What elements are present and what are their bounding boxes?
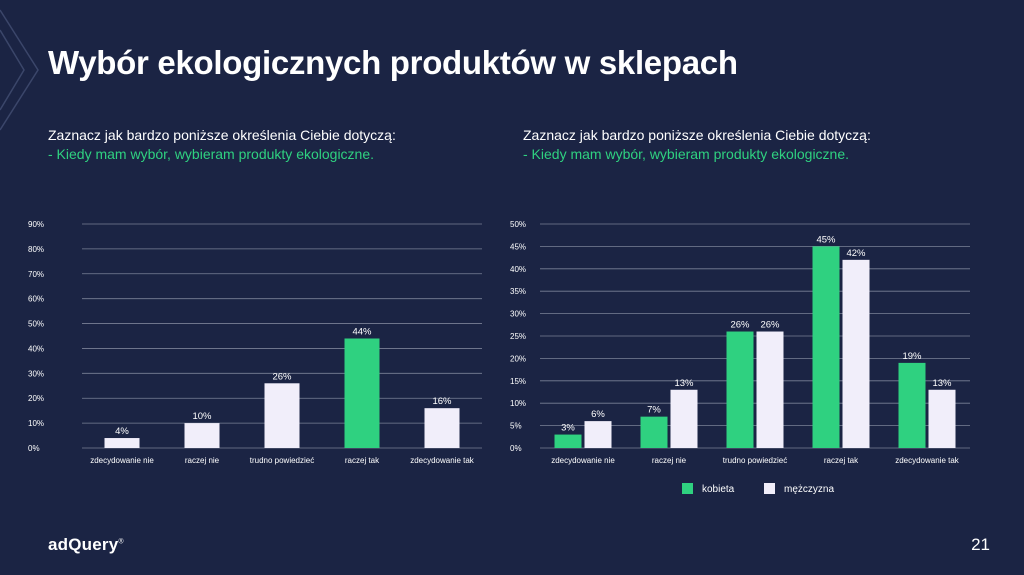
chart-2-y-tick: 10% xyxy=(510,399,526,408)
chart-2-y-tick: 40% xyxy=(510,265,526,274)
chart-1-y-tick: 50% xyxy=(28,320,44,329)
chart-1-y-tick: 30% xyxy=(28,369,44,378)
chart-2-bar-m-czyzna-raczej-tak xyxy=(842,259,870,448)
chart-1-y-tick: 80% xyxy=(28,245,44,254)
chart-2-legend-swatch-kobieta xyxy=(682,483,693,494)
chart-2-legend-label: kobieta xyxy=(702,484,735,495)
chart-2-bar-m-czyzna-zdecydowanie-tak xyxy=(928,389,956,448)
chart-2-data-label: 42% xyxy=(846,248,866,259)
chart-2-data-label: 13% xyxy=(932,378,952,389)
chart-2-data-label: 45% xyxy=(816,234,836,245)
chart-2-y-tick: 5% xyxy=(510,422,522,431)
chart-2-category-label: raczej nie xyxy=(652,456,687,465)
chart-1-statement: - Kiedy mam wybór, wybieram produkty eko… xyxy=(48,146,375,162)
chart-1-y-tick: 60% xyxy=(28,295,44,304)
chart-2-bar-kobieta-raczej-tak xyxy=(812,246,840,448)
chart-2-y-tick: 45% xyxy=(510,242,526,251)
chart-1-y-tick: 20% xyxy=(28,394,44,403)
chart-2-category-label: zdecydowanie tak xyxy=(895,456,960,465)
chart-2-y-tick: 50% xyxy=(510,220,526,229)
chart-2-y-tick: 0% xyxy=(510,444,522,453)
chart-2-category-label: raczej tak xyxy=(824,456,859,465)
chart-1-data-label: 16% xyxy=(432,396,452,407)
gender-bar-chart: 0% 5% 10% 15% 20% 25% 30% 35% 40% 45% 50% 3% 6% zdecy… xyxy=(510,220,970,495)
page-title: Wybór ekologicznych produktów w sklepach xyxy=(48,44,738,81)
chart-1-bar-zdecydowanie-nie xyxy=(104,438,140,448)
chart-1-y-tick: 90% xyxy=(28,220,44,229)
chart-2-data-label: 26% xyxy=(760,320,780,331)
chart-2-data-label: 13% xyxy=(674,378,694,389)
chart-1-category-label: trudno powiedzieć xyxy=(250,456,314,465)
chart-2-y-tick: 15% xyxy=(510,377,526,386)
chart-1-bar-trudno-powiedzie xyxy=(264,383,300,448)
chart-1-y-tick: 0% xyxy=(28,444,40,453)
chart-1-question: Zaznacz jak bardzo poniższe określenia C… xyxy=(48,126,396,164)
chart-2-bar-m-czyzna-trudno-powiedzie xyxy=(756,331,784,448)
chart-2-statement: - Kiedy mam wybór, wybieram produkty eko… xyxy=(523,146,850,162)
chart-2-y-tick: 20% xyxy=(510,354,526,363)
chart-1-category-label: zdecydowanie tak xyxy=(410,456,475,465)
chart-2-bar-m-czyzna-zdecydowanie-nie xyxy=(584,421,612,448)
chart-2-category-label: trudno powiedzieć xyxy=(723,456,787,465)
chart-2-bar-kobieta-trudno-powiedzie xyxy=(726,331,754,448)
chart-2-data-label: 6% xyxy=(591,409,605,420)
chart-1-bar-raczej-nie xyxy=(184,423,220,448)
chart-1-question-text: Zaznacz jak bardzo poniższe określenia C… xyxy=(48,127,396,143)
chart-2-data-label: 19% xyxy=(902,351,922,362)
chart-2-y-tick: 30% xyxy=(510,310,526,319)
chart-1-data-label: 4% xyxy=(115,426,129,437)
chart-1-data-label: 44% xyxy=(352,326,372,337)
logo-mark: ® xyxy=(118,538,124,546)
chart-2-bar-kobieta-raczej-nie xyxy=(640,416,668,448)
chart-1-y-tick: 10% xyxy=(28,419,44,428)
chart-1-category-label: zdecydowanie nie xyxy=(90,456,154,465)
adquery-logo: adQuery® xyxy=(48,535,124,555)
chart-2-question: Zaznacz jak bardzo poniższe określenia C… xyxy=(523,126,871,164)
chart-2-data-label: 3% xyxy=(561,423,575,434)
chart-1-category-label: raczej nie xyxy=(185,456,220,465)
decorative-chevron xyxy=(0,9,39,131)
chart-2-legend-label: mężczyzna xyxy=(784,484,834,495)
logo-text: adQuery xyxy=(48,535,119,554)
chart-2-data-label: 26% xyxy=(730,320,750,331)
chart-2-bar-kobieta-zdecydowanie-nie xyxy=(554,434,582,448)
chart-1-category-label: raczej tak xyxy=(345,456,380,465)
chart-2-category-label: zdecydowanie nie xyxy=(551,456,615,465)
chart-2-y-tick: 35% xyxy=(510,287,526,296)
overall-bar-chart: 0% 10% 20% 30% 40% 50% 60% 70% 80% 90% 4% zdecydowa… xyxy=(28,220,482,465)
page-number: 21 xyxy=(971,535,990,554)
chart-2-y-tick: 25% xyxy=(510,332,526,341)
chart-2-legend-swatch-m-czyzna xyxy=(764,483,775,494)
chart-2-question-text: Zaznacz jak bardzo poniższe określenia C… xyxy=(523,127,871,143)
chart-1-data-label: 26% xyxy=(272,371,292,382)
chart-2-bar-kobieta-zdecydowanie-tak xyxy=(898,362,926,448)
chart-1-y-tick: 40% xyxy=(28,344,44,353)
chart-1-bar-zdecydowanie-tak xyxy=(424,408,460,448)
chart-1-data-label: 10% xyxy=(192,411,212,422)
chart-2-data-label: 7% xyxy=(647,405,661,416)
chart-2-bar-m-czyzna-raczej-nie xyxy=(670,389,698,448)
chart-1-bar-raczej-tak xyxy=(344,338,380,448)
chart-1-y-tick: 70% xyxy=(28,270,44,279)
